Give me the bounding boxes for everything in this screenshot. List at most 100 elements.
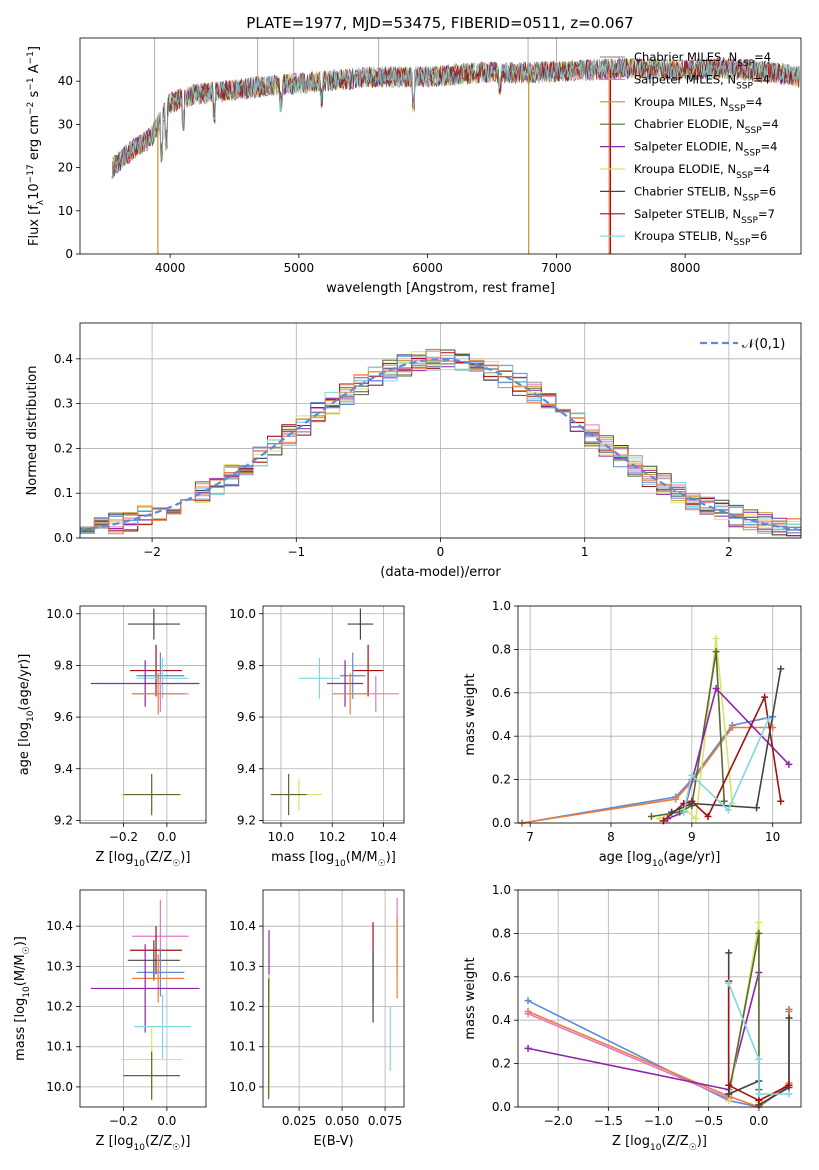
errorbar-point (90, 944, 200, 1033)
x-tick-label: −2.0 (544, 1114, 573, 1128)
weight-point-marker (765, 715, 773, 723)
y-tick-label: 0.4 (492, 1013, 511, 1027)
y-tick-label: 0.3 (54, 397, 73, 411)
errorbar-point (129, 926, 183, 975)
weight-point-marker (725, 1081, 733, 1089)
x-tick-label: −1 (287, 545, 305, 559)
y-tick-label: 1.0 (492, 883, 511, 897)
residuals-plot-area (80, 348, 801, 537)
y-tick-label: 0.6 (492, 970, 511, 984)
errorbar-point (332, 673, 369, 715)
weight-series (660, 693, 785, 825)
errorbar-plot-area (90, 900, 200, 1100)
y-tick-label: 10 (58, 204, 73, 218)
weight-point-marker (704, 812, 712, 820)
weight-vs-Z-panel: −2.0 −1.5 −1.0 −0.5 0.0 0.0 0.2 0.4 0.6 0.8 1.0 Z [… (463, 883, 802, 1153)
weight-point-marker (785, 1014, 793, 1022)
errorbar-point (352, 644, 384, 697)
weight-series-line (727, 983, 789, 1095)
y-axis-label: mass weight (463, 673, 478, 755)
y-tick-label: 40 (58, 74, 73, 88)
x-tick-label: −0.2 (109, 830, 138, 844)
errorbar-point (339, 652, 366, 699)
x-tick-label: 10.0 (268, 830, 295, 844)
x-axis-label: mass [log10(M/M☉)] (271, 850, 396, 869)
weight-point-marker (725, 1096, 733, 1104)
weight-point-marker (656, 815, 663, 823)
y-tick-label: 0.4 (54, 352, 73, 366)
figure-title: PLATE=1977, MJD=53475, FIBERID=0511, z=0… (246, 14, 633, 32)
x-tick-label: 8000 (670, 261, 701, 275)
axes-frame (79, 605, 207, 824)
y-tick-label: 10.2 (46, 1000, 73, 1014)
weight-point-marker (755, 919, 763, 927)
weight-series (725, 929, 763, 1098)
axes-frame (262, 889, 405, 1108)
spectrum-plot-area (111, 38, 801, 254)
weight-point-marker (777, 665, 785, 673)
x-axis-label: E(B-V) (313, 1134, 353, 1149)
y-tick-label: 9.2 (237, 813, 256, 827)
legend-entry: Salpeter STELIB, NSSP=7 (634, 207, 775, 226)
weight-series (680, 715, 773, 816)
x-tick-label: 4000 (155, 261, 186, 275)
age-vs-mass-panel: 10.0 10.2 10.4 9.2 9.4 9.6 9.8 10.0 mass [log10(… (229, 605, 405, 869)
weight-point-marker (712, 684, 720, 692)
y-tick-label: 0.8 (492, 642, 511, 656)
x-tick-label: 10.2 (319, 830, 346, 844)
weight-point-marker (688, 799, 696, 807)
y-tick-label: 1.0 (492, 599, 511, 613)
x-tick-label: −2 (143, 545, 161, 559)
x-tick-label: 0.0 (157, 830, 176, 844)
histogram-step (80, 350, 801, 537)
weight-point-marker (728, 724, 736, 732)
weight-point-marker (668, 808, 676, 816)
legend-entry: Kroupa ELODIE, NSSP=4 (634, 162, 770, 181)
errorbar-point (136, 948, 185, 997)
y-tick-label: 0.8 (492, 926, 511, 940)
legend-entry: Salpeter MILES, NSSP=4 (634, 72, 770, 91)
legend-entry: Chabrier ELODIE, NSSP=4 (634, 117, 779, 136)
y-tick-label: 0.0 (492, 1100, 511, 1114)
weight-point-marker (725, 1090, 733, 1098)
weight-point-marker (524, 997, 532, 1005)
x-tick-label: 0.0 (749, 1114, 768, 1128)
errorbar-point (132, 673, 185, 715)
weight-series (524, 968, 763, 1094)
y-tick-label: 10.1 (46, 1040, 73, 1054)
errorbar-point (347, 608, 374, 640)
weight-series-line (727, 933, 760, 1095)
y-tick-label: 10.0 (229, 607, 256, 621)
weight-series-line (683, 718, 770, 813)
x-tick-label: 0.025 (282, 1114, 316, 1128)
legend-entry: Chabrier STELIB, NSSP=6 (634, 184, 776, 203)
y-tick-label: 10.3 (229, 959, 256, 973)
y-tick-label: 0 (65, 247, 73, 261)
errorbar-point (270, 773, 307, 816)
errorbar-point (134, 994, 191, 1059)
x-tick-label: 0.075 (368, 1114, 402, 1128)
errorbar-plot-area (270, 608, 399, 816)
y-tick-label: 0.2 (492, 773, 511, 787)
weight-point-marker (755, 1090, 763, 1098)
weight-point-marker (524, 1010, 532, 1018)
y-tick-label: 9.2 (54, 813, 73, 827)
y-tick-label: 10.3 (46, 959, 73, 973)
x-tick-label: 6000 (412, 261, 443, 275)
mass-vs-Z-panel: −0.2 0.0 10.0 10.1 10.2 10.3 10.4 Z [log10(Z/Z☉… (13, 889, 207, 1153)
axes-frame (79, 37, 802, 255)
axes-frame (79, 889, 207, 1108)
y-tick-label: 10.0 (46, 607, 73, 621)
y-tick-label: 0.0 (54, 531, 73, 545)
weight-point-marker (785, 1081, 793, 1089)
y-tick-label: 10.0 (229, 1080, 256, 1094)
legend-entry: 𝒩(0,1) (742, 337, 785, 352)
y-tick-label: 9.4 (237, 762, 256, 776)
x-axis-label: (data-model)/error (380, 565, 501, 580)
axes-frame (79, 322, 802, 539)
axes-frame (517, 605, 802, 824)
legend-entry: Salpeter ELODIE, NSSP=4 (634, 140, 777, 159)
weight-point-marker (755, 1096, 763, 1104)
weight-series (725, 979, 793, 1098)
weight-vs-age-panel: 7 8 9 10 0.0 0.2 0.4 0.6 0.8 1.0 age [log10(age/yr… (463, 599, 802, 869)
